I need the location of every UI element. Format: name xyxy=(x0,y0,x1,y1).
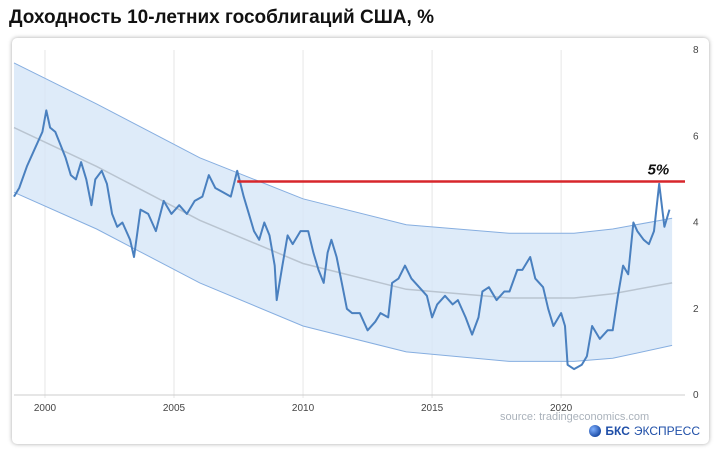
source-label: source: tradingeconomics.com xyxy=(500,411,649,423)
brand-logo: БКС ЭКСПРЕСС xyxy=(589,424,700,438)
y-tick-label: 8 xyxy=(693,45,699,56)
channel-upper-edge xyxy=(13,62,673,234)
x-tick-label: 2005 xyxy=(163,403,186,414)
y-tick-label: 2 xyxy=(693,304,699,315)
y-tick-label: 6 xyxy=(693,131,699,142)
x-tick-label: 2020 xyxy=(550,403,573,414)
y-tick-label: 4 xyxy=(693,218,699,229)
chart-frame: 5% 2000 2005 2010 2015 2020 0 2 4 6 8 source: tra… xyxy=(12,38,709,444)
trend-channel-band xyxy=(14,62,673,362)
x-tick-label: 2010 xyxy=(292,403,315,414)
yield-chart: 5% 2000 2005 2010 2015 2020 0 2 4 6 8 source: tra… xyxy=(13,45,699,423)
x-tick-label: 2000 xyxy=(34,403,57,414)
x-tick-label: 2015 xyxy=(421,403,444,414)
yield-series-line xyxy=(13,109,671,371)
y-tick-label: 0 xyxy=(693,390,699,401)
trend-line xyxy=(13,126,673,299)
threshold-label: 5% xyxy=(648,162,670,179)
bcs-logo-icon xyxy=(589,425,602,437)
brand-name: БКС xyxy=(605,424,630,438)
chart-title: Доходность 10-летних гособлигаций США, % xyxy=(9,7,434,28)
brand-suffix: ЭКСПРЕСС xyxy=(633,424,700,438)
